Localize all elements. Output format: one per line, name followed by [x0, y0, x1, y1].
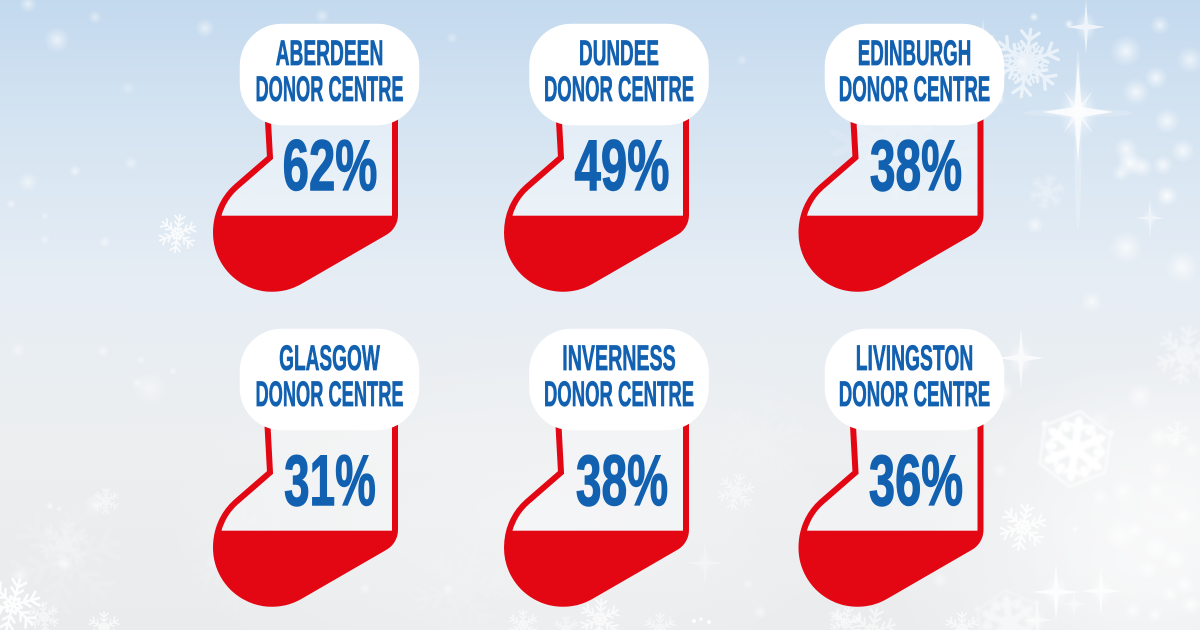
svg-text:EDINBURGH: EDINBURGH — [858, 34, 972, 73]
svg-text:DONOR CENTRE: DONOR CENTRE — [544, 70, 694, 109]
svg-text:DONOR CENTRE: DONOR CENTRE — [839, 70, 991, 109]
svg-text:38%: 38% — [870, 126, 962, 205]
svg-text:DONOR CENTRE: DONOR CENTRE — [839, 375, 991, 414]
svg-text:DUNDEE: DUNDEE — [579, 34, 659, 73]
svg-text:GLASGOW: GLASGOW — [279, 338, 380, 378]
svg-text:36%: 36% — [869, 440, 963, 520]
svg-text:38%: 38% — [576, 441, 668, 520]
svg-text:DONOR CENTRE: DONOR CENTRE — [544, 375, 694, 414]
svg-text:ABERDEEN: ABERDEEN — [276, 33, 384, 73]
svg-text:62%: 62% — [283, 125, 378, 205]
svg-text:DONOR CENTRE: DONOR CENTRE — [255, 375, 403, 414]
svg-text:INVERNESS: INVERNESS — [562, 339, 675, 378]
svg-text:31%: 31% — [284, 441, 376, 521]
svg-text:DONOR CENTRE: DONOR CENTRE — [255, 70, 403, 109]
svg-text:LIVINGSTON: LIVINGSTON — [856, 338, 973, 378]
svg-text:49%: 49% — [575, 125, 670, 205]
